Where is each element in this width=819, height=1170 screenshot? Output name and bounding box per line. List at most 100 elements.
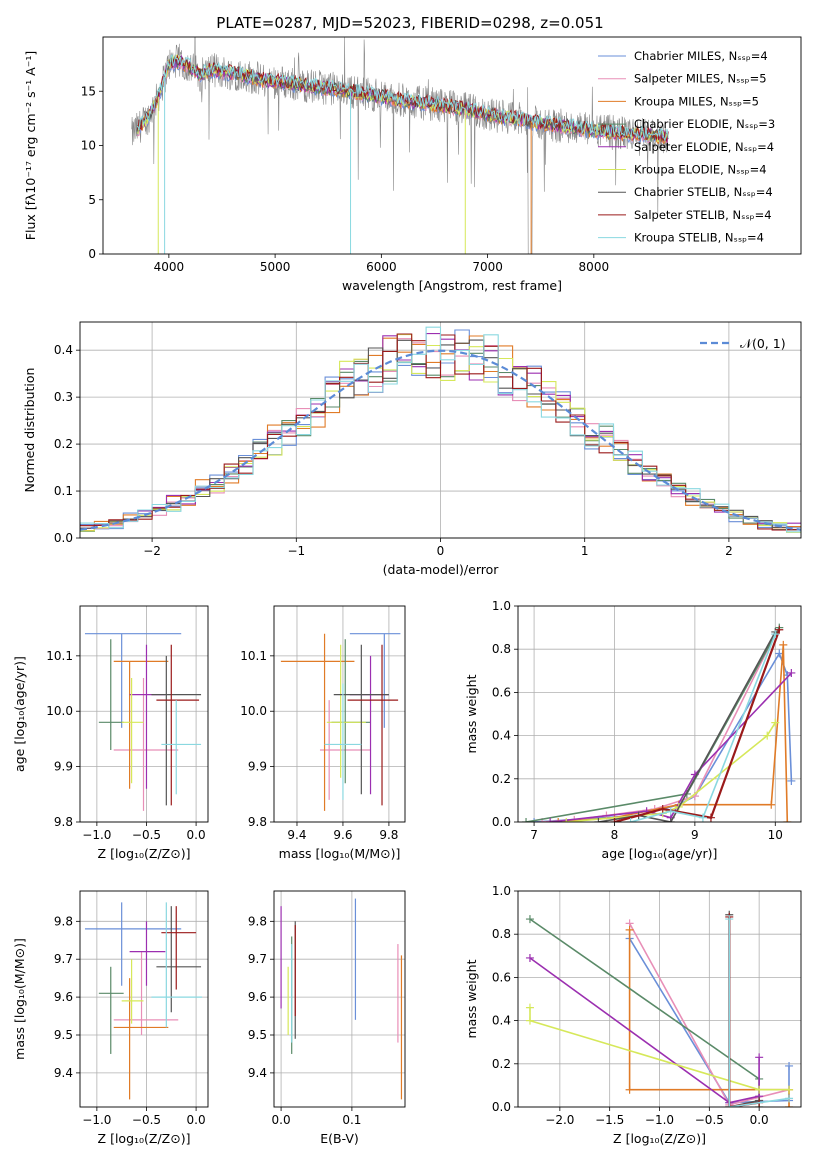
legend-entry: Kroupa ELODIE, Nₛₛₚ=4 (634, 163, 767, 177)
y-tick-label: 0.0 (54, 531, 73, 545)
errorbar-point (98, 966, 124, 1054)
errorbar-point (129, 921, 166, 986)
y-tick-label: 9.8 (248, 815, 267, 829)
weight-marker (525, 953, 534, 962)
errorbar-point (113, 978, 169, 1100)
panel-residuals: −2 −1 0 1 2 0.0 0.1 0.2 0.3 0.4 (data-model)/error… (22, 321, 802, 577)
y-tick-label: 0.2 (54, 437, 73, 451)
x-tick-label: −0.5 (132, 1113, 161, 1127)
y-axis-label: age [log₁₀(age/yr)] (12, 656, 27, 772)
x-axis-label: age [log₁₀(age/yr)] (602, 846, 718, 861)
errorbar-point (156, 906, 202, 1013)
y-tick-label: 5 (88, 193, 96, 207)
x-axis-label: Z [log₁₀(Z/Z⊙)] (98, 846, 191, 861)
weight-marker (785, 1103, 794, 1107)
y-tick-label: 0.8 (492, 642, 511, 656)
x-tick-label: 2 (725, 544, 733, 558)
histogram-series (80, 326, 801, 533)
weight-marker (554, 818, 563, 822)
x-tick-label: 6000 (366, 260, 397, 274)
weight-marker (525, 1003, 534, 1012)
y-tick-label: 0.1 (54, 484, 73, 498)
y-tick-label: 0.8 (492, 927, 511, 941)
weight-marker (771, 630, 780, 639)
weight-series (525, 953, 764, 1107)
weight-series (525, 915, 764, 1107)
y-axis-label: mass [log₁₀(M/M⊙)] (12, 938, 27, 1060)
weight-marker (594, 818, 603, 822)
y-tick-label: 9.6 (54, 990, 73, 1004)
weight-marker (546, 818, 555, 822)
x-tick-label: 7000 (472, 260, 503, 274)
legend: Chabrier MILES, Nₛₛₚ=4 Salpeter MILES, Nₛ… (598, 49, 775, 245)
panel-weight-vs-Z: −2.0 −1.5 −1.0 −0.5 0.0 0.0 0.2 0.4 0.6 0.8 1.0 Z [… (464, 884, 802, 1146)
x-tick-label: 9.6 (333, 828, 352, 842)
weight-marker (706, 813, 715, 822)
weight-marker (522, 818, 531, 822)
x-tick-label: −1 (287, 544, 305, 558)
x-tick-label: −2.0 (545, 1113, 574, 1127)
errorbar-point (326, 644, 366, 778)
x-axis-label: (data-model)/error (383, 562, 500, 577)
weight-marker (658, 805, 667, 814)
x-tick-label: 0.1 (342, 1113, 361, 1127)
y-tick-label: 0.4 (54, 343, 73, 357)
weight-marker (755, 1085, 764, 1094)
panel-mass-vs-Z: −1.0 −0.5 0.0 9.4 9.5 9.6 9.7 9.8 Z [log₁₀(Z/Z⊙)… (12, 890, 209, 1146)
weight-marker (666, 818, 675, 822)
x-axis-label: wavelength [Angstrom, rest frame] (342, 278, 562, 293)
errorbar-point (113, 660, 169, 789)
weight-marker (530, 818, 539, 822)
weight-line (728, 919, 790, 1107)
y-tick-label: 0.6 (492, 970, 511, 984)
weight-marker (666, 807, 675, 816)
errorbar-point (156, 644, 200, 806)
legend-entry: Kroupa STELIB, Nₛₛₚ=4 (634, 231, 764, 245)
x-tick-label: 0 (437, 544, 445, 558)
weight-series (610, 625, 784, 822)
errorbar-point (280, 633, 355, 811)
x-tick-label: 0.0 (750, 1113, 769, 1127)
legend-entry: Salpeter ELODIE, Nₛₛₚ=4 (634, 140, 774, 154)
y-tick-label: 0.3 (54, 390, 73, 404)
y-tick-label: 0.4 (492, 1014, 511, 1028)
x-tick-label: 9.4 (287, 828, 306, 842)
weight-marker (787, 668, 796, 677)
weight-marker (787, 776, 796, 785)
y-tick-label: 0.4 (492, 729, 511, 743)
panel-spectrum: 4000 5000 6000 7000 8000 0 5 10 15 wavelength [An… (23, 14, 802, 293)
x-tick-label: 8000 (579, 260, 610, 274)
x-axis-label: mass [log₁₀(M/M⊙)] (279, 846, 401, 861)
x-tick-label: −1.0 (82, 828, 111, 842)
panel-weight-vs-age: 7 8 9 10 0.0 0.2 0.4 0.6 0.8 1.0 age [log₁₀(age/yr… (464, 599, 802, 861)
errorbar-point (121, 678, 144, 784)
x-tick-label: 9 (691, 828, 699, 842)
weight-marker (785, 1085, 794, 1094)
legend-entry: Salpeter MILES, Nₛₛₚ=5 (634, 72, 767, 86)
y-tick-label: 0.6 (492, 685, 511, 699)
weight-marker (775, 625, 784, 634)
weight-marker (625, 1085, 634, 1094)
weight-marker (785, 1061, 794, 1070)
legend-entry: Chabrier MILES, Nₛₛₚ=4 (634, 49, 768, 63)
weight-marker (763, 731, 772, 740)
y-tick-label: 9.4 (54, 1066, 73, 1080)
x-axis-label: Z [log₁₀(Z/Z⊙)] (98, 1131, 191, 1146)
errorbar-point (151, 655, 202, 806)
weight-marker (783, 818, 792, 822)
legend-entry: 𝒩(0, 1) (740, 336, 786, 351)
y-tick-label: 9.8 (248, 914, 267, 928)
weight-marker (610, 818, 619, 822)
weight-series (525, 1003, 794, 1094)
weight-line (728, 914, 760, 1107)
y-tick-label: 9.6 (248, 990, 267, 1004)
weight-line (529, 1007, 789, 1091)
errorbar-point (84, 902, 182, 986)
weight-line (542, 633, 777, 822)
x-tick-label: −1.5 (595, 1113, 624, 1127)
x-axis-label: Z [log₁₀(Z/Z⊙)] (613, 1131, 706, 1146)
model-spectrum-line (136, 54, 669, 141)
weight-line (728, 916, 760, 1107)
weight-marker (779, 640, 788, 649)
x-tick-label: −0.5 (132, 828, 161, 842)
